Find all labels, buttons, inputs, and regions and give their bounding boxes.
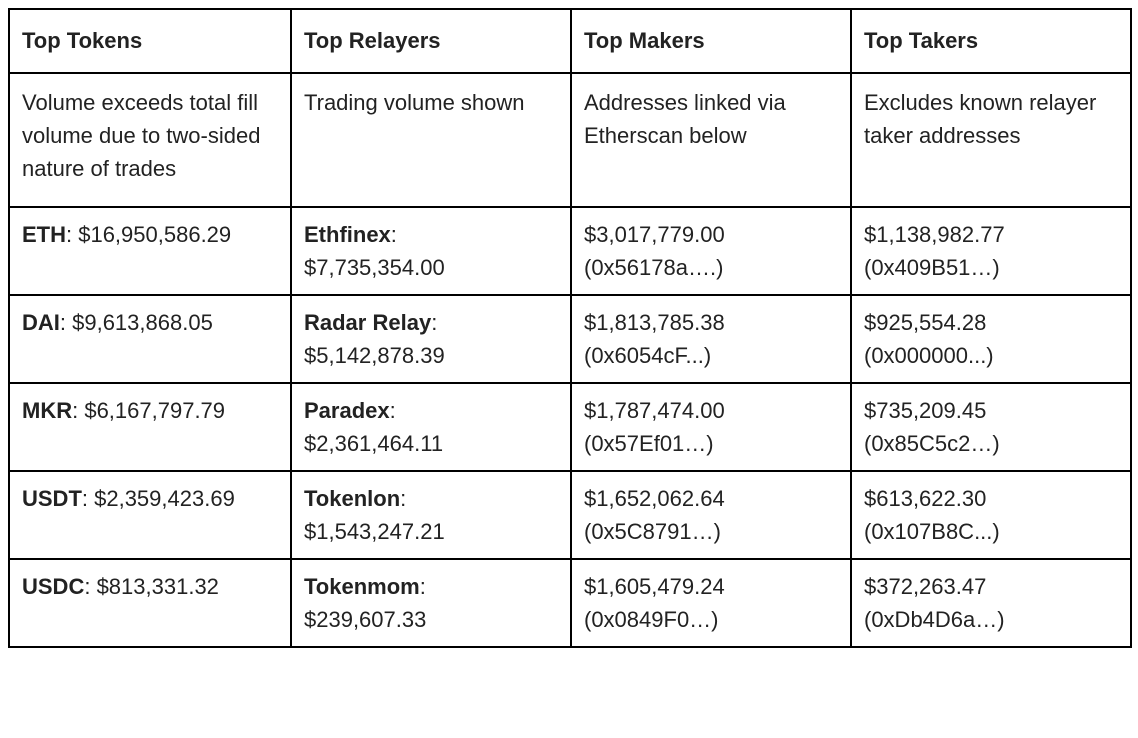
note-cell: Trading volume shown <box>290 72 572 208</box>
token-name: USDC <box>22 574 85 599</box>
taker-address: (0x107B8C...) <box>864 519 1000 544</box>
taker-volume: $1,138,982.77 <box>864 222 1005 247</box>
relayer-colon: : <box>419 574 426 599</box>
note-cell: Excludes known relayer taker addresses <box>850 72 1132 208</box>
relayer-name: Tokenlon <box>304 486 401 511</box>
header-cell: Top Tokens <box>8 8 292 74</box>
taker-volume: $735,209.45 <box>864 398 987 423</box>
note-cell: Volume exceeds total fill volume due to … <box>8 72 292 208</box>
relayer-name: Paradex <box>304 398 390 423</box>
taker-volume: $613,622.30 <box>864 486 987 511</box>
table-row: MKR: $6,167,797.79 Paradex: $2,361,464.11 $… <box>8 382 1132 472</box>
token-cell: MKR: $6,167,797.79 <box>8 382 292 472</box>
relayer-colon: : <box>400 486 407 511</box>
taker-address: (0x000000...) <box>864 343 994 368</box>
token-volume: : $2,359,423.69 <box>81 486 235 511</box>
relayer-colon: : <box>390 222 397 247</box>
relayer-volume: $5,142,878.39 <box>304 343 445 368</box>
taker-cell: $735,209.45 (0x85C5c2…) <box>850 382 1132 472</box>
token-cell: USDT: $2,359,423.69 <box>8 470 292 560</box>
relayer-cell: Radar Relay: $5,142,878.39 <box>290 294 572 384</box>
maker-cell: $1,652,062.64 (0x5C8791…) <box>570 470 852 560</box>
taker-cell: $372,263.47 (0xDb4D6a…) <box>850 558 1132 648</box>
token-cell: DAI: $9,613,868.05 <box>8 294 292 384</box>
token-name: ETH <box>22 222 66 247</box>
stats-table: Top Tokens Top Relayers Top Makers Top Take… <box>8 8 1132 648</box>
header-text: Top Tokens <box>22 28 143 53</box>
header-text: Top Relayers <box>304 28 441 53</box>
taker-cell: $925,554.28 (0x000000...) <box>850 294 1132 384</box>
taker-address: (0x409B51…) <box>864 255 1000 280</box>
header-cell: Top Takers <box>850 8 1132 74</box>
token-volume: : $6,167,797.79 <box>72 398 226 423</box>
maker-cell: $1,605,479.24 (0x0849F0…) <box>570 558 852 648</box>
token-volume: : $9,613,868.05 <box>59 310 213 335</box>
maker-volume: $1,652,062.64 <box>584 486 725 511</box>
maker-address: (0x56178a….) <box>584 255 724 280</box>
maker-address: (0x0849F0…) <box>584 607 719 632</box>
taker-cell: $1,138,982.77 (0x409B51…) <box>850 206 1132 296</box>
taker-address: (0x85C5c2…) <box>864 431 1000 456</box>
table-row: USDC: $813,331.32 Tokenmom: $239,607.33 $1,… <box>8 558 1132 648</box>
table-row: ETH: $16,950,586.29 Ethfinex: $7,735,354.0… <box>8 206 1132 296</box>
note-text: Trading volume shown <box>304 90 525 115</box>
taker-cell: $613,622.30 (0x107B8C...) <box>850 470 1132 560</box>
taker-volume: $925,554.28 <box>864 310 987 335</box>
maker-volume: $1,813,785.38 <box>584 310 725 335</box>
maker-volume: $1,605,479.24 <box>584 574 725 599</box>
token-name: DAI <box>22 310 60 335</box>
maker-address: (0x5C8791…) <box>584 519 721 544</box>
maker-address: (0x57Ef01…) <box>584 431 714 456</box>
table-row: Top Tokens Top Relayers Top Makers Top Take… <box>8 8 1132 74</box>
token-cell: USDC: $813,331.32 <box>8 558 292 648</box>
maker-volume: $3,017,779.00 <box>584 222 725 247</box>
relayer-colon: : <box>389 398 396 423</box>
relayer-volume: $239,607.33 <box>304 607 427 632</box>
table-row: USDT: $2,359,423.69 Tokenlon: $1,543,247.2… <box>8 470 1132 560</box>
relayer-volume: $7,735,354.00 <box>304 255 445 280</box>
token-volume: : $16,950,586.29 <box>66 222 232 247</box>
taker-volume: $372,263.47 <box>864 574 987 599</box>
header-cell: Top Makers <box>570 8 852 74</box>
token-name: MKR <box>22 398 73 423</box>
token-volume: : $813,331.32 <box>84 574 219 599</box>
table-row: DAI: $9,613,868.05 Radar Relay: $5,142,878… <box>8 294 1132 384</box>
relayer-colon: : <box>431 310 438 335</box>
relayer-cell: Ethfinex: $7,735,354.00 <box>290 206 572 296</box>
table-row: Volume exceeds total fill volume due to … <box>8 72 1132 208</box>
relayer-volume: $2,361,464.11 <box>304 431 444 456</box>
maker-address: (0x6054cF...) <box>584 343 712 368</box>
note-cell: Addresses linked via Etherscan below <box>570 72 852 208</box>
relayer-cell: Tokenmom: $239,607.33 <box>290 558 572 648</box>
relayer-cell: Tokenlon: $1,543,247.21 <box>290 470 572 560</box>
relayer-name: Radar Relay <box>304 310 432 335</box>
note-text: Addresses linked via Etherscan below <box>584 90 786 148</box>
taker-address: (0xDb4D6a…) <box>864 607 1005 632</box>
header-text: Top Makers <box>584 28 705 53</box>
relayer-name: Tokenmom <box>304 574 420 599</box>
table-body: Top Tokens Top Relayers Top Makers Top Take… <box>8 8 1132 648</box>
maker-cell: $3,017,779.00 (0x56178a….) <box>570 206 852 296</box>
header-text: Top Takers <box>864 28 979 53</box>
relayer-volume: $1,543,247.21 <box>304 519 445 544</box>
relayer-cell: Paradex: $2,361,464.11 <box>290 382 572 472</box>
header-cell: Top Relayers <box>290 8 572 74</box>
token-cell: ETH: $16,950,586.29 <box>8 206 292 296</box>
note-text: Excludes known relayer taker addresses <box>864 90 1097 148</box>
maker-cell: $1,813,785.38 (0x6054cF...) <box>570 294 852 384</box>
maker-volume: $1,787,474.00 <box>584 398 725 423</box>
note-text: Volume exceeds total fill volume due to … <box>22 90 261 181</box>
relayer-name: Ethfinex <box>304 222 391 247</box>
maker-cell: $1,787,474.00 (0x57Ef01…) <box>570 382 852 472</box>
token-name: USDT <box>22 486 82 511</box>
